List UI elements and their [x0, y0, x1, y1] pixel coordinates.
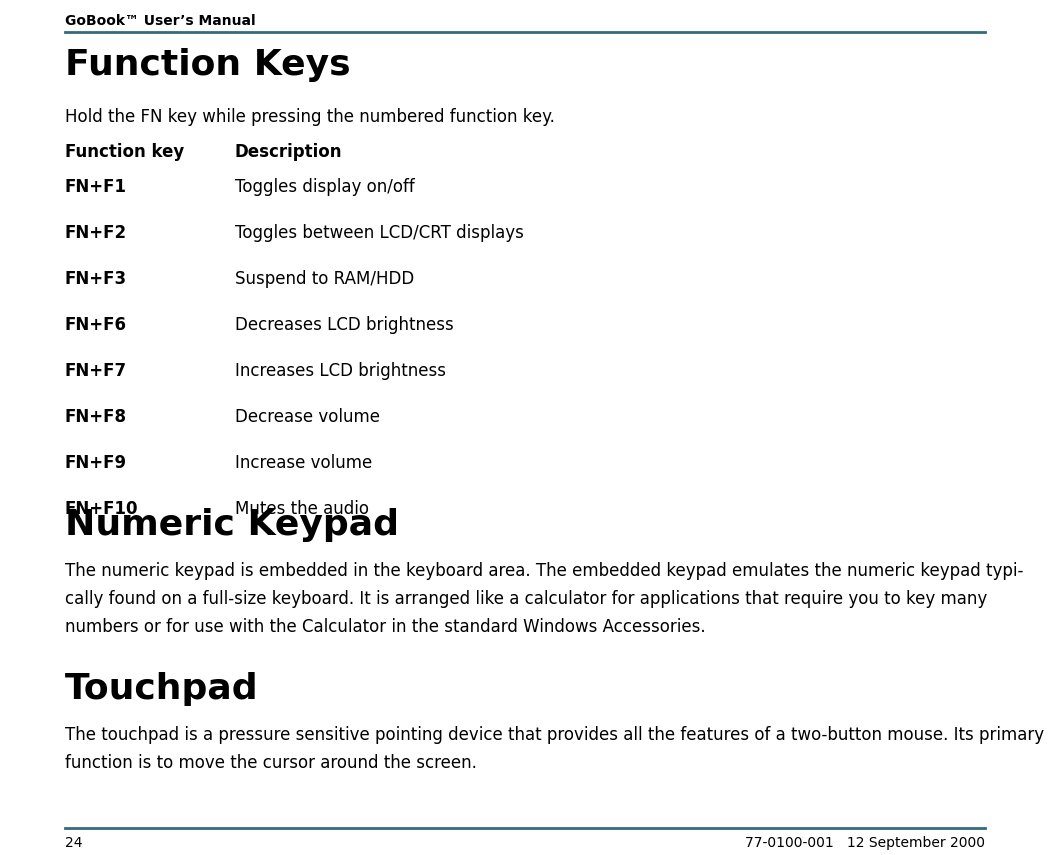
Text: FN+F8: FN+F8 [65, 408, 127, 426]
Text: FN+F2: FN+F2 [65, 224, 127, 242]
Text: GoBook™ User’s Manual: GoBook™ User’s Manual [65, 14, 255, 28]
Text: Hold the FN key while pressing the numbered function key.: Hold the FN key while pressing the numbe… [65, 108, 554, 126]
Text: The numeric keypad is embedded in the keyboard area. The embedded keypad emulate: The numeric keypad is embedded in the ke… [65, 562, 1024, 580]
Text: cally found on a full-size keyboard. It is arranged like a calculator for applic: cally found on a full-size keyboard. It … [65, 590, 987, 608]
Text: Increases LCD brightness: Increases LCD brightness [235, 362, 446, 380]
Text: 24: 24 [65, 836, 83, 850]
Text: Mutes the audio: Mutes the audio [235, 500, 369, 518]
Text: FN+F9: FN+F9 [65, 454, 127, 472]
Text: The touchpad is a pressure sensitive pointing device that provides all the featu: The touchpad is a pressure sensitive poi… [65, 726, 1044, 744]
Text: Function key: Function key [65, 143, 184, 161]
Text: Toggles between LCD/CRT displays: Toggles between LCD/CRT displays [235, 224, 524, 242]
Text: FN+F1: FN+F1 [65, 178, 127, 196]
Text: Touchpad: Touchpad [65, 672, 258, 706]
Text: 77-0100-001   12 September 2000: 77-0100-001 12 September 2000 [746, 836, 985, 850]
Text: numbers or for use with the Calculator in the standard Windows Accessories.: numbers or for use with the Calculator i… [65, 618, 706, 636]
Text: Function Keys: Function Keys [65, 48, 351, 82]
Text: Toggles display on/off: Toggles display on/off [235, 178, 415, 196]
Text: function is to move the cursor around the screen.: function is to move the cursor around th… [65, 754, 477, 772]
Text: FN+F3: FN+F3 [65, 270, 127, 288]
Text: Decrease volume: Decrease volume [235, 408, 380, 426]
Text: FN+F6: FN+F6 [65, 316, 127, 334]
Text: FN+F7: FN+F7 [65, 362, 127, 380]
Text: Description: Description [235, 143, 342, 161]
Text: Suspend to RAM/HDD: Suspend to RAM/HDD [235, 270, 415, 288]
Text: Numeric Keypad: Numeric Keypad [65, 508, 399, 542]
Text: Increase volume: Increase volume [235, 454, 373, 472]
Text: Decreases LCD brightness: Decreases LCD brightness [235, 316, 454, 334]
Text: FN+F10: FN+F10 [65, 500, 139, 518]
